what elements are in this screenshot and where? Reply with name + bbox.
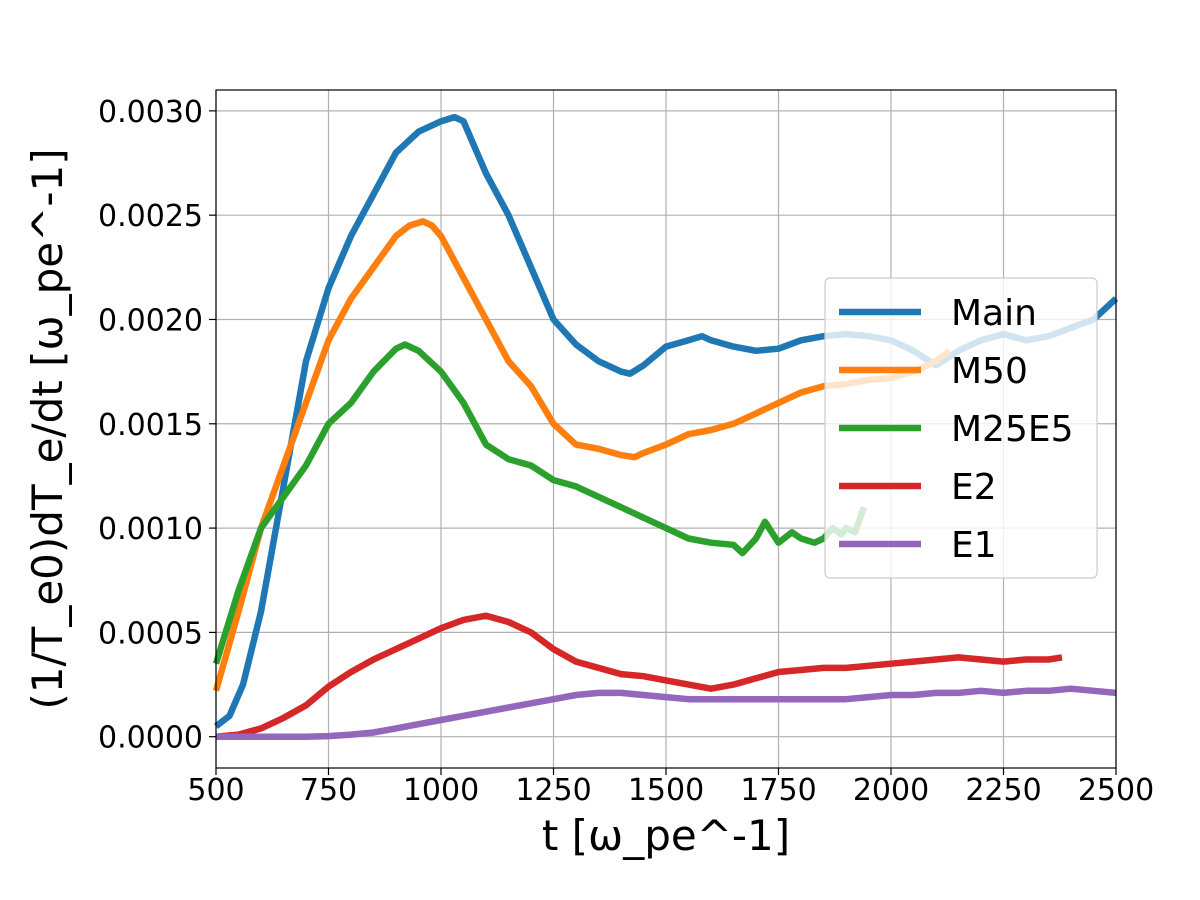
x-axis-label: t [ω_pe^-1] — [542, 811, 790, 860]
legend: Main M50 M25E5 E2 E1 — [824, 277, 1098, 579]
x-tick-label: 1500 — [628, 773, 704, 808]
legend-label-e2: E2 — [951, 467, 997, 508]
x-tick-label: 500 — [187, 773, 244, 808]
x-tick-label: 2500 — [1078, 773, 1154, 808]
legend-label-e1: E1 — [951, 525, 997, 566]
y-tick-label: 0.0030 — [98, 95, 203, 130]
x-tick-label: 1250 — [515, 773, 591, 808]
y-tick-label: 0.0010 — [98, 512, 203, 547]
x-tick-label: 750 — [300, 773, 357, 808]
legend-label-main: Main — [951, 293, 1037, 334]
series-line-e2 — [215, 612, 1063, 740]
x-tick-label: 2250 — [965, 773, 1041, 808]
series-line-m50 — [212, 218, 952, 692]
x-tick-label: 2000 — [853, 773, 929, 808]
y-tick-label: 0.0000 — [98, 721, 203, 756]
series-line-m25e5 — [212, 341, 868, 665]
legend-box — [824, 277, 1098, 579]
axis-ticks: 500 750 1000 1250 1500 1750 2000 2250 2500 0.0000… — [98, 95, 1154, 808]
legend-label-m50: M50 — [951, 351, 1028, 392]
y-tick-label: 0.0020 — [98, 303, 203, 338]
legend-label-m25e5: M25E5 — [951, 409, 1074, 450]
y-tick-label: 0.0015 — [98, 408, 203, 443]
y-axis-label: (1/T_e0)dT_e/dt [ω_pe^-1] — [23, 148, 72, 709]
x-tick-label: 1750 — [740, 773, 816, 808]
x-tick-label: 1000 — [403, 773, 479, 808]
y-tick-label: 0.0005 — [98, 616, 203, 651]
series-line-e1 — [216, 685, 1117, 740]
y-tick-label: 0.0025 — [98, 199, 203, 234]
